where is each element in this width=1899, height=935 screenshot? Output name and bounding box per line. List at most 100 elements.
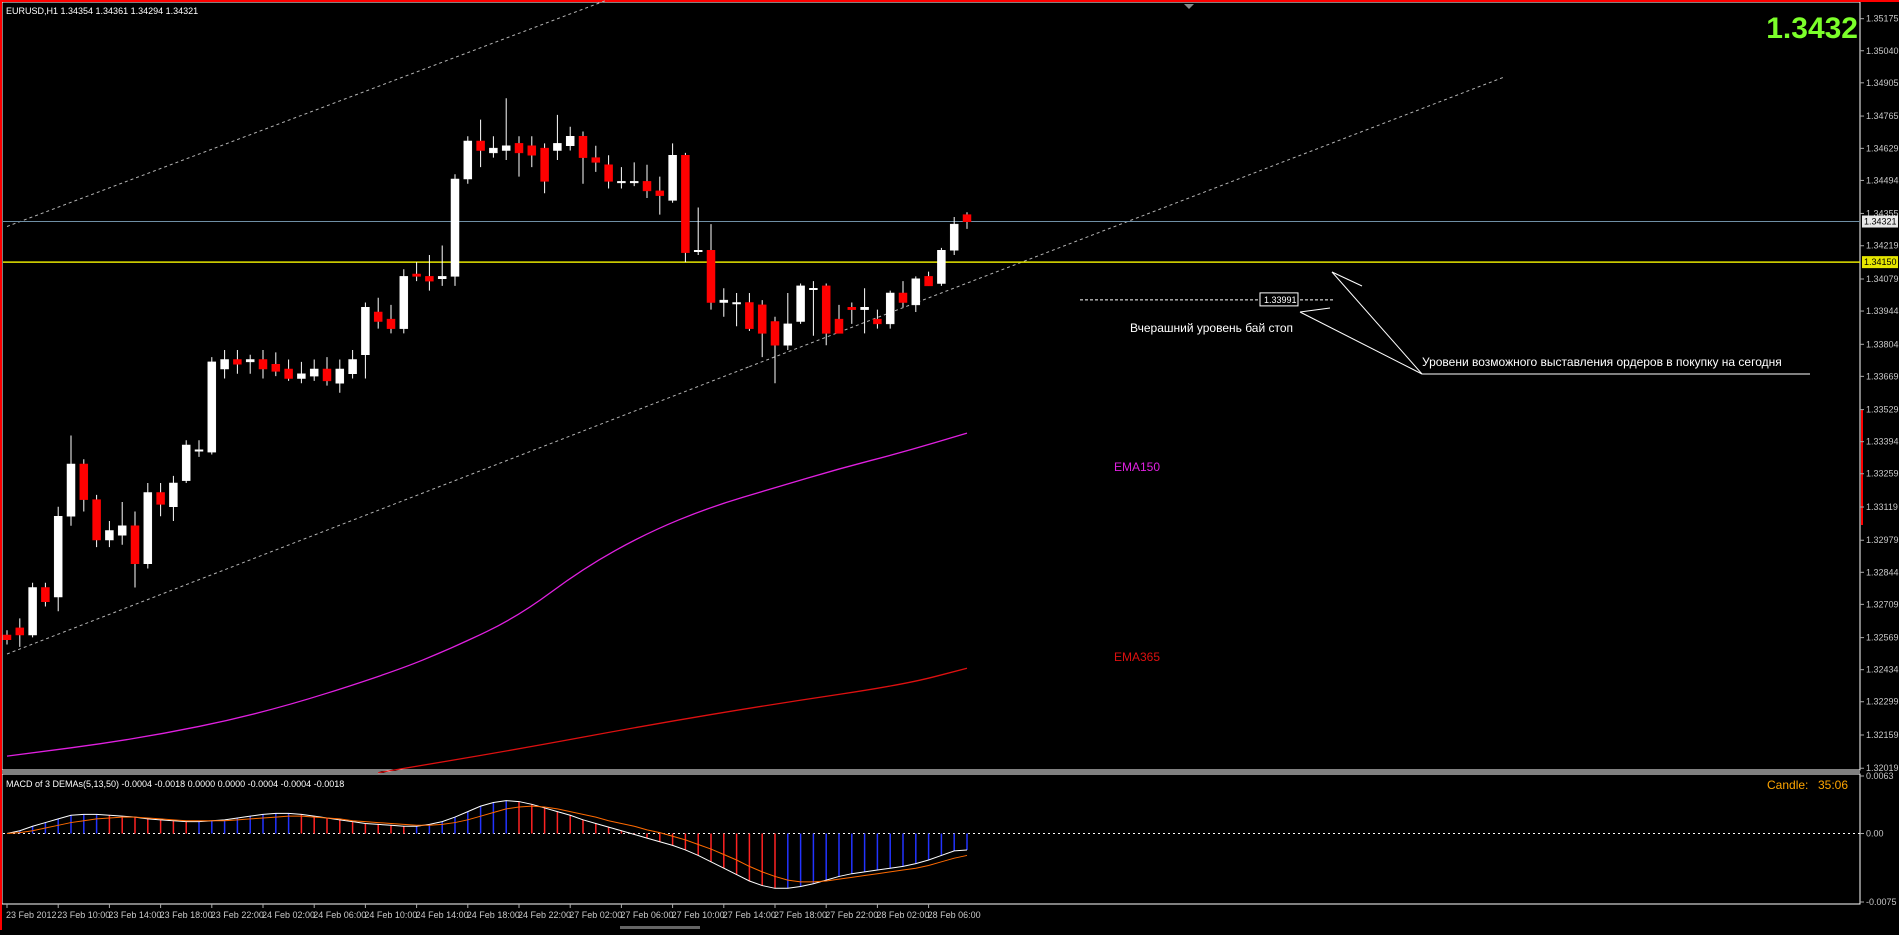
bear-candle-body (15, 627, 25, 636)
candle (885, 290, 895, 329)
channel-lower-line[interactable] (6, 366, 750, 655)
stop-level-label[interactable]: 1.33991 (1259, 292, 1299, 307)
bear-candle-body (233, 359, 242, 365)
candle (770, 316, 780, 384)
candle (501, 98, 511, 160)
bear-candle-body (898, 292, 908, 303)
channel-upper-line[interactable] (6, 0, 762, 227)
shift-marker-icon[interactable] (1184, 4, 1194, 9)
price-tick-label: 1.35175 (1866, 14, 1899, 24)
time-tick-label: 23 Feb 22:00 (211, 910, 264, 920)
candle (373, 297, 383, 329)
orders-note-arrows (1299, 271, 1810, 375)
price-tick-label: 1.32979 (1866, 535, 1899, 545)
candle (681, 152, 690, 263)
candle (937, 247, 946, 286)
candle (284, 359, 293, 381)
candle (258, 350, 268, 379)
price-tick-label: 1.32299 (1866, 697, 1899, 707)
price-tick-label: 1.33944 (1866, 306, 1899, 316)
candle (873, 309, 882, 329)
candle (629, 162, 639, 187)
ema150-label: EMA150 (1114, 460, 1160, 474)
price-tick-label: 1.33529 (1866, 405, 1899, 415)
candle (821, 283, 831, 346)
candle-timer-value: 35:06 (1818, 778, 1848, 792)
price-axis: 1.35175 1.35040 1.34905 1.34765 1.34629 1.344… (1860, 14, 1899, 773)
scrollbar-thumb[interactable] (620, 926, 700, 929)
price-tick-label: 1.34494 (1866, 175, 1899, 185)
time-tick-label: 23 Feb 2012 (6, 910, 57, 920)
bull-candle-body (28, 587, 37, 636)
bear-candle-body (41, 587, 50, 602)
bull-candle-body (501, 145, 511, 151)
bull-candle-body (194, 449, 204, 452)
candle (565, 126, 575, 151)
bear-candle-body (770, 321, 780, 346)
candle (386, 304, 396, 334)
bear-candle-body (821, 285, 831, 334)
price-tick-label: 1.32844 (1866, 567, 1899, 577)
bear-candle-body (92, 499, 101, 541)
bear-candle-body (642, 181, 652, 192)
candle (194, 440, 204, 457)
candle (450, 174, 460, 286)
candle (105, 521, 114, 548)
candle (834, 304, 844, 334)
candle (911, 276, 921, 312)
ema365-line (378, 667, 968, 774)
time-tick-label: 27 Feb 10:00 (672, 910, 725, 920)
candle (553, 114, 562, 160)
price-tick-label: 1.34629 (1866, 143, 1899, 153)
time-tick-label: 24 Feb 02:00 (262, 910, 315, 920)
yellow-level-tag-text: 1.34150 (1864, 257, 1897, 267)
candle (425, 255, 434, 291)
time-tick-label: 24 Feb 18:00 (467, 910, 520, 920)
bear-candle-body (757, 304, 767, 334)
candle (783, 293, 793, 350)
price-tick-label: 1.35040 (1866, 46, 1899, 56)
time-tick-label: 24 Feb 14:00 (416, 910, 469, 920)
arrowhead-1 (1331, 271, 1363, 287)
candle (181, 440, 191, 483)
bull-candle-body (361, 307, 370, 355)
candle-timer-label: Candle: (1767, 778, 1808, 792)
bear-candle-body (706, 250, 716, 303)
candle (745, 293, 754, 331)
time-tick-label: 27 Feb 18:00 (774, 910, 827, 920)
price-tick-label: 1.33119 (1866, 502, 1898, 512)
candle (297, 361, 306, 384)
macd-title: MACD of 3 DEMAs(5,13,50) -0.0004 -0.0018… (6, 779, 344, 789)
bull-candle-body (117, 525, 127, 536)
price-tick-label: 1.34219 (1866, 241, 1899, 251)
time-tick-label: 23 Feb 18:00 (160, 910, 213, 920)
time-tick-label: 28 Feb 02:00 (876, 910, 929, 920)
price-tick-label: 1.33394 (1866, 437, 1899, 447)
bear-candle-body (681, 155, 690, 253)
bear-candle-body (873, 318, 882, 325)
bear-candle-body (591, 157, 601, 163)
bear-candle-body (425, 276, 434, 282)
candle (489, 136, 498, 158)
bear-candle-body (386, 318, 396, 329)
candle (2, 630, 12, 645)
bull-candle-body (553, 143, 562, 151)
candle (220, 350, 229, 379)
price-tick-label: 1.33804 (1866, 339, 1899, 349)
candle (757, 300, 767, 358)
bear-candle-body (130, 525, 140, 564)
bull-candle-body (565, 136, 575, 146)
candle (898, 281, 908, 308)
bear-candle-body (745, 302, 754, 329)
time-tick-label: 23 Feb 10:00 (57, 910, 110, 920)
time-tick-label: 27 Feb 02:00 (569, 910, 622, 920)
candle (949, 217, 959, 255)
candle (732, 293, 741, 327)
macd-signal-line (6, 805, 968, 883)
candle (28, 582, 37, 638)
candle (540, 143, 549, 194)
stop-note-text: Вчерашний уровень бай стоп (1130, 321, 1293, 335)
